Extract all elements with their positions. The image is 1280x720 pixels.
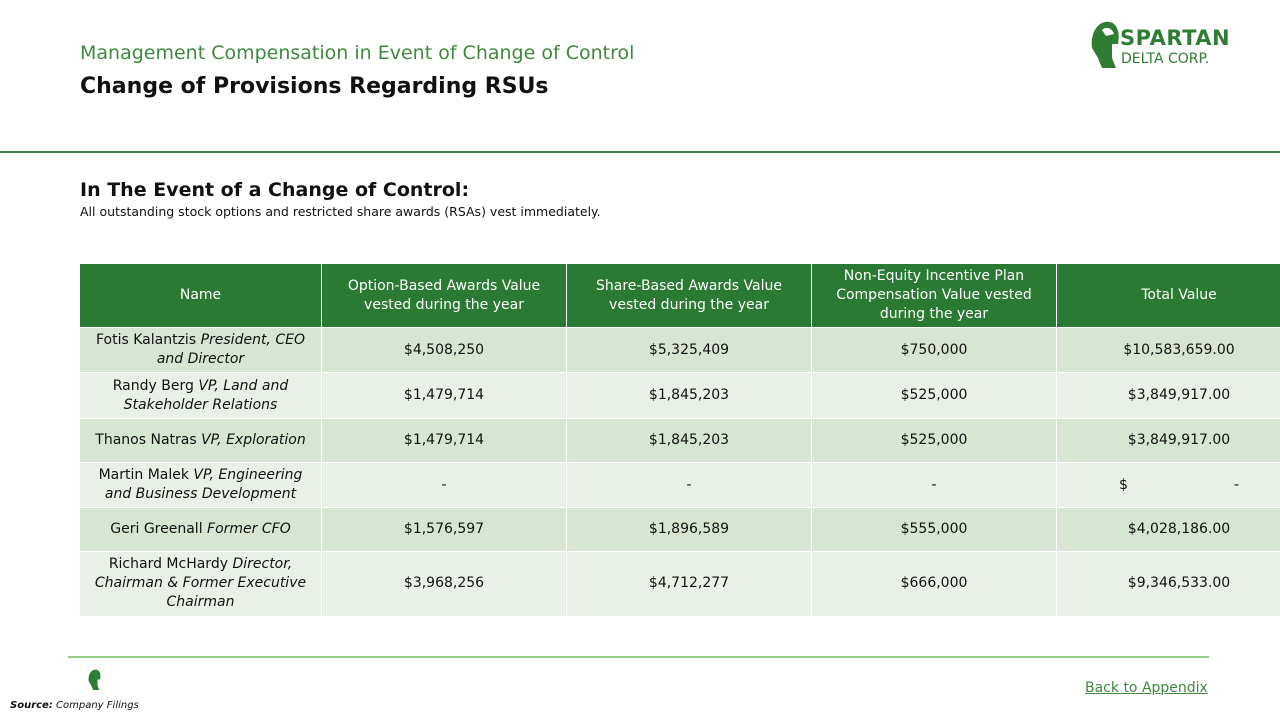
person-role: VP, Land and Stakeholder Relations [123,377,289,413]
value-cell: $666,000 [811,551,1057,616]
person-name: Martin Malek [98,467,189,483]
source-text: Company Filings [56,700,139,711]
person-role: VP, Engineering and Business Development [104,467,303,502]
table-row: Martin Malek VP, Engineering and Busines… [80,462,1280,508]
source-label: Source: [10,700,53,711]
value-cell: - [321,462,567,508]
person-role: VP, Exploration [201,432,306,448]
value-cell: $4,508,250 [321,327,567,373]
value-cell: $1,479,714 [321,372,567,419]
source: Source: Company Filings [10,700,139,711]
cell-value: - [1233,476,1239,493]
section-body: All outstanding stock options and restri… [80,204,601,219]
table-row: Richard McHardy Director, Chairman & For… [80,551,1280,616]
logo-text: SPARTAN [1120,26,1231,50]
header-cell: Name [80,264,322,328]
logo-text: DELTA CORP. [1121,51,1210,67]
value-cell: $4,028,186.00 [1056,507,1280,552]
name-cell: Thanos Natras VP, Exploration [80,418,322,463]
footer-icon [88,669,101,690]
logo-icon [1091,21,1119,68]
value-cell: $525,000 [811,418,1057,463]
value-cell: $3,849,917.00 [1056,418,1280,463]
value-cell: $5,325,409 [566,327,812,373]
subtitle: Management Compensation in Event of Chan… [80,42,635,64]
table-row: Randy Berg VP, Land and Stakeholder Rela… [80,372,1280,419]
person-name: Randy Berg [112,377,194,394]
value-cell: $1,479,714 [321,418,567,463]
person-name: Thanos Natras [95,432,197,448]
name-cell: Fotis Kalantzis President, CEO and Direc… [80,327,322,373]
divider [0,151,1280,153]
value-cell: $3,849,917.00 [1056,372,1280,419]
header-cell: Option-Based Awards Value vested during … [321,264,567,328]
person-name: Geri Greenall [110,521,203,537]
value-cell: - [566,462,812,508]
value-cell: $750,000 [811,327,1057,373]
name-cell: Randy Berg VP, Land and Stakeholder Rela… [80,372,322,419]
table-row: Fotis Kalantzis President, CEO and Direc… [80,327,1280,373]
value-cell: $ - [1056,462,1280,508]
title: Change of Provisions Regarding RSUs [80,74,549,99]
value-cell: $555,000 [811,507,1057,552]
currency-symbol: $ [1119,476,1128,493]
compensation-table: Name Option-Based Awards Value vested dur… [80,264,1280,616]
value-cell: $3,968,256 [321,551,567,616]
value-cell: - [811,462,1057,508]
value-cell: $9,346,533.00 [1056,551,1280,616]
header-row: Name Option-Based Awards Value vested dur… [80,264,1280,328]
name-cell: Martin Malek VP, Engineering and Busines… [80,462,322,508]
value-cell: $4,712,277 [566,551,812,616]
header-cell: Total Value [1056,264,1280,328]
table-row: Thanos Natras VP, Exploration $1,479,714 $… [80,418,1280,463]
name-cell: Richard McHardy Director, Chairman & For… [80,551,322,616]
back-link[interactable]: Back to Appendix [1085,680,1208,696]
footer-divider [68,656,1209,658]
person-role: Former CFO [207,521,291,537]
header-cell: Share-Based Awards Value vested during t… [566,264,812,328]
section-heading: In The Event of a Change of Control: [80,179,470,201]
value-cell: $1,845,203 [566,372,812,419]
value-cell: $1,896,589 [566,507,812,552]
value-cell: $525,000 [811,372,1057,419]
person-name: Fotis Kalantzis [96,332,197,348]
header-cell: Non-Equity Incentive Plan Compensation V… [811,264,1057,328]
person-name: Richard McHardy [108,556,228,573]
value-cell: $10,583,659.00 [1056,327,1280,373]
table-row: Geri Greenall Former CFO $1,576,597 $1,896… [80,507,1280,552]
name-cell: Geri Greenall Former CFO [80,507,322,552]
value-cell: $1,845,203 [566,418,812,463]
person-role: Director, Chairman & Former Executive Ch… [94,556,307,611]
person-role: President, CEO and Director [156,332,305,367]
value-cell: $1,576,597 [321,507,567,552]
